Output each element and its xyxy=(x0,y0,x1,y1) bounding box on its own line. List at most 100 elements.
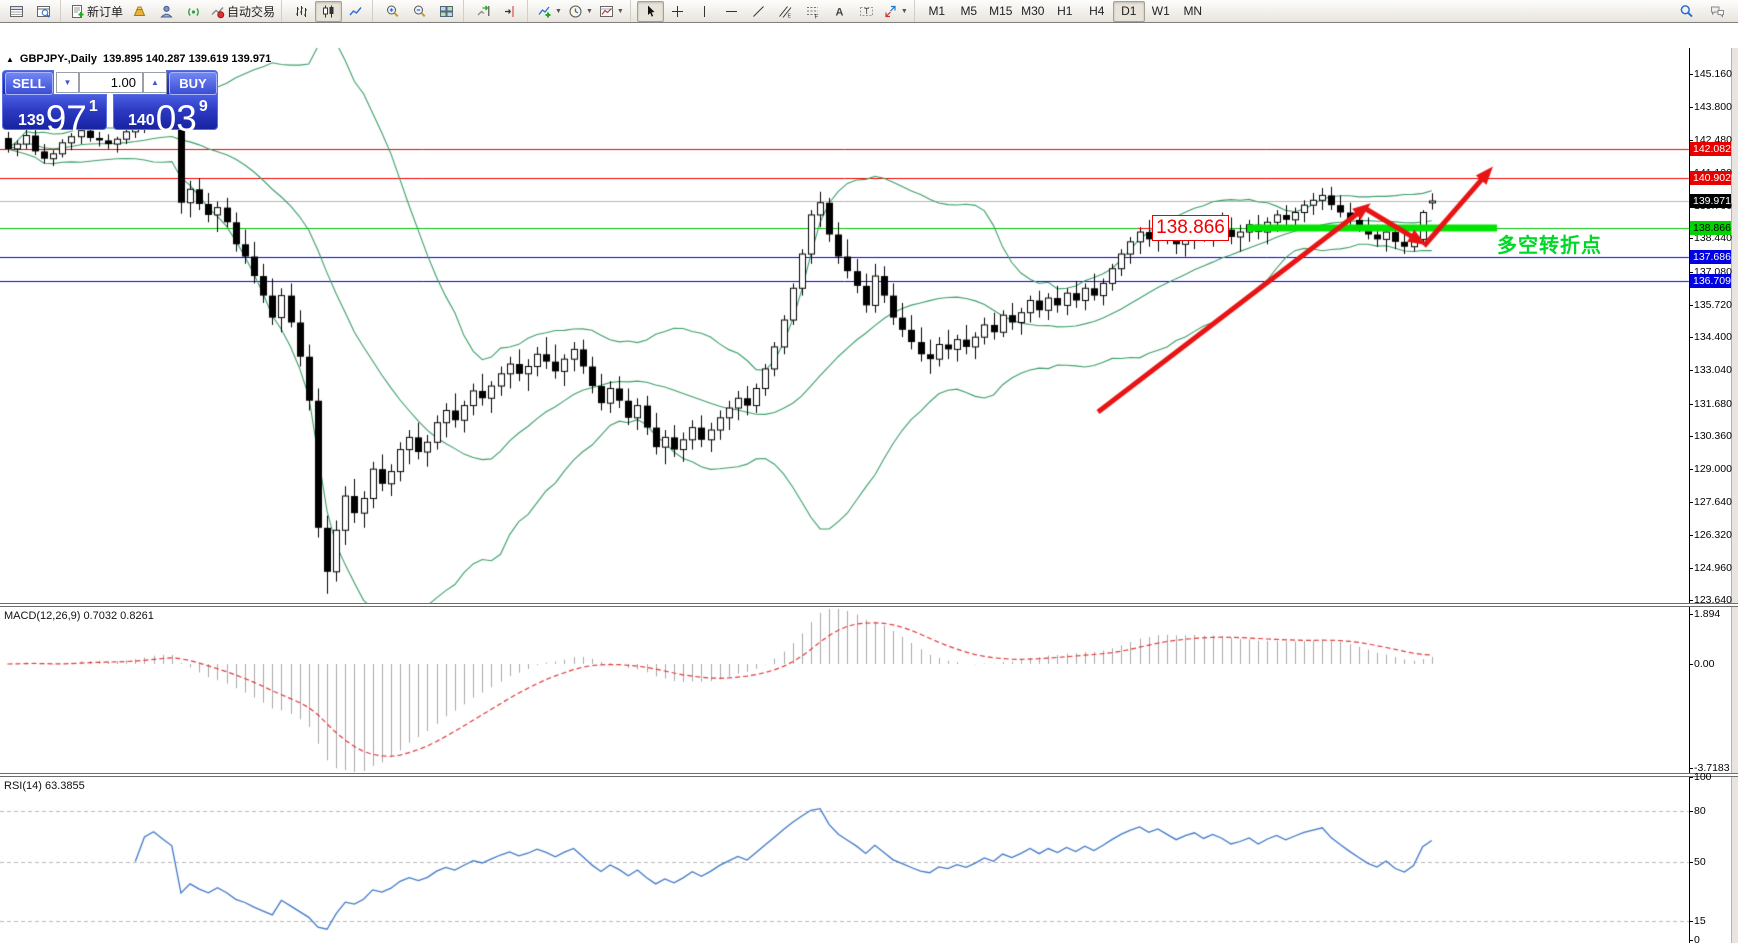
price-tick-label: 127.640 xyxy=(1689,496,1732,509)
zoom-out-icon[interactable] xyxy=(406,1,433,22)
price-level-badge: 142.082 xyxy=(1690,142,1731,157)
chevron-down-icon: ▼ xyxy=(63,78,72,87)
price-tick-label: 131.680 xyxy=(1689,397,1732,410)
terminal-icon[interactable] xyxy=(3,1,30,22)
price-tick-label: 124.960 xyxy=(1689,561,1732,574)
tf-m15[interactable]: M15 xyxy=(989,4,1013,18)
arrows-icon[interactable]: ▼ xyxy=(880,1,911,22)
horizontal-line-icon[interactable] xyxy=(718,1,745,22)
tile-windows-icon[interactable] xyxy=(433,1,460,22)
buy-button[interactable]: BUY xyxy=(169,72,217,95)
auto-scroll-icon[interactable] xyxy=(470,1,497,22)
price-tick-label: 126.320 xyxy=(1689,528,1732,541)
tf-d1[interactable]: D1 xyxy=(1112,0,1145,22)
crosshair-icon[interactable] xyxy=(664,1,691,22)
periods-icon[interactable]: ▼ xyxy=(565,1,596,22)
channel-icon[interactable]: E xyxy=(772,1,799,22)
tf-m5[interactable]: M5 xyxy=(960,4,978,18)
pane-splitter-macd[interactable] xyxy=(0,603,1738,607)
amount-decrease-button[interactable]: ▼ xyxy=(56,72,79,93)
chart-canvas[interactable] xyxy=(0,24,1738,943)
rsi-label: RSI(14) 63.3855 xyxy=(4,780,85,792)
price-tick-label: 135.720 xyxy=(1689,298,1732,311)
fibonacci-icon[interactable]: F xyxy=(799,1,826,22)
new-order-button[interactable]: 新订单 xyxy=(67,1,126,22)
dropdown-caret-icon[interactable]: ▼ xyxy=(585,7,593,15)
price-level-badge: 138.866 xyxy=(1690,221,1731,235)
symbol-collapse-icon[interactable]: ▲ xyxy=(6,54,14,64)
indicator-scale-label: -3.7183 xyxy=(1689,762,1730,774)
svg-text:T: T xyxy=(864,7,869,16)
buy-price-big: 03 xyxy=(155,97,197,139)
indicator-scale-label: 50 xyxy=(1689,855,1706,868)
price-tick-label: 145.160 xyxy=(1689,68,1732,81)
price-level-badge: 140.902 xyxy=(1690,171,1731,186)
price-tick-label: 130.360 xyxy=(1689,429,1732,442)
chart-window: ▲ GBPJPY-,Daily 139.895 140.287 139.619 … xyxy=(0,24,1738,943)
symbol-title: GBPJPY-,Daily xyxy=(19,53,97,65)
symbol-ohlc: 139.895 140.287 139.619 139.971 xyxy=(102,53,272,65)
tf-h4[interactable]: H4 xyxy=(1089,4,1105,18)
indicators-icon[interactable]: ▼ xyxy=(534,1,565,22)
price-level-badge: 136.709 xyxy=(1690,273,1731,288)
trendline-icon[interactable] xyxy=(745,1,772,22)
price-level-badge: 139.971 xyxy=(1690,194,1731,208)
dropdown-caret-icon[interactable]: ▼ xyxy=(555,7,562,15)
window-scrollbar[interactable] xyxy=(1731,48,1738,943)
pane-splitter-rsi[interactable] xyxy=(0,773,1738,777)
price-tick-label: 123.640 xyxy=(1689,594,1732,607)
account-icon[interactable] xyxy=(153,1,180,22)
zoom-in-icon[interactable] xyxy=(379,1,406,22)
price-tick-label: 134.400 xyxy=(1689,331,1732,344)
buy-price-small: 140 xyxy=(128,112,155,129)
indicator-scale-label: 15 xyxy=(1689,914,1706,927)
amount-input[interactable] xyxy=(79,72,143,93)
signals-icon[interactable] xyxy=(180,1,207,22)
candlestick-icon[interactable] xyxy=(315,0,343,22)
sell-card[interactable] xyxy=(2,94,107,130)
bar-chart-icon[interactable] xyxy=(288,1,315,22)
chart-shift-icon[interactable] xyxy=(497,1,524,22)
sell-price[interactable]: 139 97 1 xyxy=(18,98,98,137)
tf-m30[interactable]: M30 xyxy=(1021,4,1045,18)
macd-label: MACD(12,26,9) 0.7032 0.8261 xyxy=(4,610,154,622)
gold-bar-icon[interactable] xyxy=(126,1,153,22)
autotrading-button[interactable]: 自动交易 xyxy=(207,1,278,22)
tf-h1[interactable]: H1 xyxy=(1057,4,1073,18)
data-window-icon[interactable] xyxy=(30,1,57,22)
price-tick-label: 129.000 xyxy=(1689,463,1732,476)
price-tick-label: 138.440 xyxy=(1689,232,1732,245)
vertical-line-icon[interactable] xyxy=(691,1,718,22)
chat-icon[interactable] xyxy=(1704,1,1731,22)
turning-point-note: 多空转折点 xyxy=(1497,235,1602,257)
buy-price[interactable]: 140 03 9 xyxy=(128,97,208,139)
toolbar-group-0 xyxy=(3,0,57,22)
toolbar-group-7: M1 M5 M15 M30 H1 H4 D1 W1 MN xyxy=(913,0,1209,22)
toolbar-group-6: E F A T ▼ xyxy=(629,0,911,22)
search-icon[interactable] xyxy=(1673,1,1700,22)
label-icon[interactable]: T xyxy=(853,1,880,22)
tf-mn[interactable]: MN xyxy=(1183,4,1203,18)
templates-icon[interactable]: ▼ xyxy=(596,1,627,22)
price-axis-line xyxy=(1689,48,1690,943)
price-tick-label: 143.800 xyxy=(1689,101,1732,114)
svg-text:E: E xyxy=(787,13,791,19)
indicator-scale-label: 1.894 xyxy=(1688,608,1721,620)
indicator-scale-label: 0.00 xyxy=(1688,658,1715,670)
dropdown-caret-icon[interactable]: ▼ xyxy=(616,7,624,15)
cursor-icon[interactable] xyxy=(636,0,664,22)
support-price-callout: 138.866 xyxy=(1152,215,1229,241)
line-chart-icon[interactable] xyxy=(342,1,369,22)
dropdown-caret-icon[interactable]: ▼ xyxy=(900,7,908,15)
buy-card[interactable] xyxy=(113,94,218,130)
sell-button[interactable]: SELL xyxy=(5,72,53,95)
toolbar-group-5: ▼ ▼ ▼ xyxy=(527,0,627,22)
svg-text:A: A xyxy=(835,6,843,18)
toolbar-group-2 xyxy=(281,0,369,22)
text-icon[interactable]: A xyxy=(826,1,853,22)
amount-increase-button[interactable]: ▲ xyxy=(143,72,167,93)
tf-m1[interactable]: M1 xyxy=(928,4,946,18)
tf-w1[interactable]: W1 xyxy=(1151,4,1170,18)
toolbar: 新订单 自动交易 ▼ ▼ ▼ E F A T ▼ M1 M5 M15 M30 H1 H4 D1 W1 MN xyxy=(0,0,1738,23)
